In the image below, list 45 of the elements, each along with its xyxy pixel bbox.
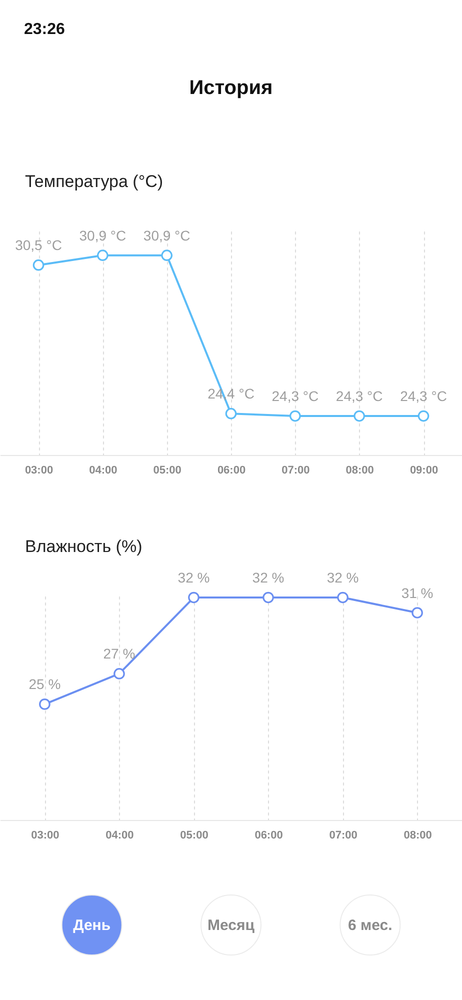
- text: 23:26: [24, 21, 66, 38]
- point: [161, 250, 173, 262]
- data-label: 24,3 °C: [272, 388, 319, 404]
- point: [289, 410, 301, 422]
- point: [225, 408, 237, 420]
- x-tick-label: 07:00: [329, 830, 358, 842]
- x-tick-label: 04:00: [106, 830, 134, 842]
- x-tick-label: 06:00: [217, 464, 246, 476]
- point: [188, 592, 200, 604]
- point: [337, 592, 348, 604]
- chart-title: Температура (°C): [25, 172, 164, 191]
- category-label: 6 мес.: [348, 917, 392, 934]
- data-label: 30,5 °C: [15, 237, 62, 254]
- point: [418, 410, 430, 422]
- x-tick-label: 06:00: [254, 830, 283, 842]
- category-label: Месяц: [208, 917, 256, 934]
- x-tick-label: 05:00: [180, 830, 208, 842]
- x-tick-label: 09:00: [410, 464, 438, 476]
- point: [32, 259, 44, 271]
- point: [262, 592, 274, 604]
- chart-title: Влажность (%): [25, 537, 142, 556]
- data-label: 32 %: [178, 570, 210, 586]
- x-tick-label: 07:00: [282, 464, 310, 476]
- x-tick-label: 08:00: [346, 464, 374, 476]
- data-label: 30,9 °C: [143, 227, 190, 244]
- x-tick-label: 08:00: [404, 830, 432, 842]
- point: [354, 410, 366, 422]
- x-tick-label: 03:00: [24, 464, 54, 476]
- point: [96, 250, 108, 262]
- data-label: 25 %: [28, 676, 61, 692]
- data-label: 32 %: [252, 570, 284, 586]
- data-label: 32 %: [326, 570, 359, 586]
- data-label: 30,9 °C: [79, 227, 126, 244]
- point: [114, 668, 125, 680]
- x-tick-label: 03:00: [31, 830, 60, 842]
- point: [39, 698, 50, 710]
- x-tick-label: 04:00: [89, 464, 118, 476]
- data-label: 24,3 °C: [336, 388, 383, 404]
- data-label: 24,3 °C: [400, 388, 447, 404]
- text: История: [189, 77, 273, 99]
- point: [412, 607, 423, 618]
- data-label: 27 %: [103, 646, 136, 662]
- category-label: День: [73, 917, 111, 934]
- data-label: 31 %: [401, 584, 434, 601]
- x-tick-label: 05:00: [153, 464, 182, 476]
